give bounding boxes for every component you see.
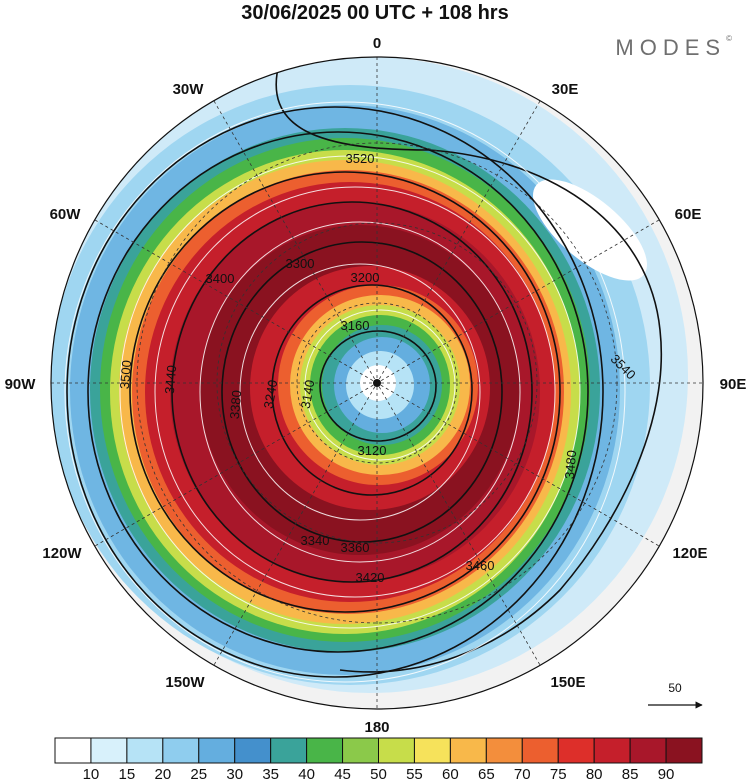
brand-name: MODES xyxy=(615,35,727,60)
contour-label: 3500 xyxy=(117,360,134,390)
colorbar-swatch xyxy=(665,737,703,764)
contour-label: 3380 xyxy=(227,390,244,420)
colorbar-tick-label: 45 xyxy=(334,766,351,782)
contour-label: 3140 xyxy=(298,379,318,410)
lon-label-120e: 120E xyxy=(672,545,707,562)
contour-label: 3160 xyxy=(341,318,370,333)
wind-streamlines xyxy=(64,101,626,683)
colorbar-tick-label: 35 xyxy=(262,766,279,782)
colorbar-swatch xyxy=(413,737,451,764)
colorbar-swatch xyxy=(162,737,200,764)
colorbar-tick-label: 65 xyxy=(478,766,495,782)
colorbar-tick-label: 15 xyxy=(119,766,136,782)
colorbar-swatch xyxy=(198,737,236,764)
lon-label-120w: 120W xyxy=(42,545,82,562)
reference-vector: 50 xyxy=(648,681,703,709)
colorbar-swatch xyxy=(521,737,559,764)
lon-label-30e: 30E xyxy=(552,81,579,98)
lon-label-60w: 60W xyxy=(50,206,82,223)
contour-label: 3300 xyxy=(286,256,315,271)
colorbar-swatch xyxy=(270,737,308,764)
longitude-labels: 0 30E 60E 90E 120E 150E 180 150W 120W 90… xyxy=(5,35,747,736)
contour-label: 3440 xyxy=(162,365,179,395)
colorbar-swatch xyxy=(378,737,415,764)
colorbar-swatch xyxy=(449,737,487,764)
colorbar-tick-label: 25 xyxy=(190,766,207,782)
contour-label: 3200 xyxy=(351,270,380,285)
contour-label: 3480 xyxy=(562,450,579,480)
colorbar-swatch xyxy=(557,737,595,764)
colorbar-tick-label: 20 xyxy=(154,766,171,782)
colorbar-tick-label: 60 xyxy=(442,766,459,782)
colorbar-tick-label: 10 xyxy=(83,766,100,782)
lon-label-150w: 150W xyxy=(165,674,205,691)
colorbar-tick-label: 55 xyxy=(406,766,423,782)
colorbar-tick-label: 40 xyxy=(298,766,315,782)
lon-label-30w: 30W xyxy=(173,81,205,98)
contour-labels: 3120 3140 3160 3200 3240 3300 3340 3360 … xyxy=(117,151,639,585)
copyright-mark: © xyxy=(726,34,732,43)
contour-label: 3360 xyxy=(341,540,370,555)
contour-label: 3520 xyxy=(346,151,375,166)
lon-label-150e: 150E xyxy=(550,674,585,691)
colorbar-swatch xyxy=(234,737,272,764)
south-pole-marker xyxy=(373,379,381,387)
contour-label: 3460 xyxy=(466,558,495,573)
map-title: 30/06/2025 00 UTC + 108 hrs xyxy=(241,2,509,24)
colorbar-swatch xyxy=(342,737,379,764)
colorbar-swatch xyxy=(90,737,128,764)
contour-label: 3340 xyxy=(301,533,330,548)
contour-label: 3400 xyxy=(206,271,235,286)
lon-label-0: 0 xyxy=(373,35,381,52)
colorbar-swatch xyxy=(126,737,164,764)
contour-label: 3240 xyxy=(261,379,281,410)
lon-label-180: 180 xyxy=(364,719,389,736)
reference-vector-label: 50 xyxy=(668,681,682,695)
colorbar-swatch xyxy=(593,737,631,764)
colorbar-swatch xyxy=(54,737,92,764)
colorbar-swatch xyxy=(306,737,344,764)
colorbar-tick-label: 85 xyxy=(622,766,639,782)
colorbar-tick-label: 75 xyxy=(550,766,567,782)
colorbar-tick-label: 70 xyxy=(514,766,531,782)
contour-label: 3420 xyxy=(356,570,385,585)
colorbar: 10 15 20 25 30 35 40 45 50 55 60 65 70 75 80 85 90 xyxy=(54,737,703,782)
contour-label: 3120 xyxy=(358,443,387,458)
colorbar-tick-label: 80 xyxy=(586,766,603,782)
lon-label-90e: 90E xyxy=(720,376,747,393)
lon-label-60e: 60E xyxy=(675,206,702,223)
colorbar-tick-label: 50 xyxy=(370,766,387,782)
brand-logo: MODES© xyxy=(615,34,732,61)
colorbar-swatch xyxy=(485,737,523,764)
colorbar-tick-label: 90 xyxy=(658,766,675,782)
colorbar-swatch xyxy=(629,737,667,764)
colorbar-tick-label: 30 xyxy=(226,766,243,782)
map-boundary xyxy=(50,56,704,710)
lon-label-90w: 90W xyxy=(5,376,37,393)
